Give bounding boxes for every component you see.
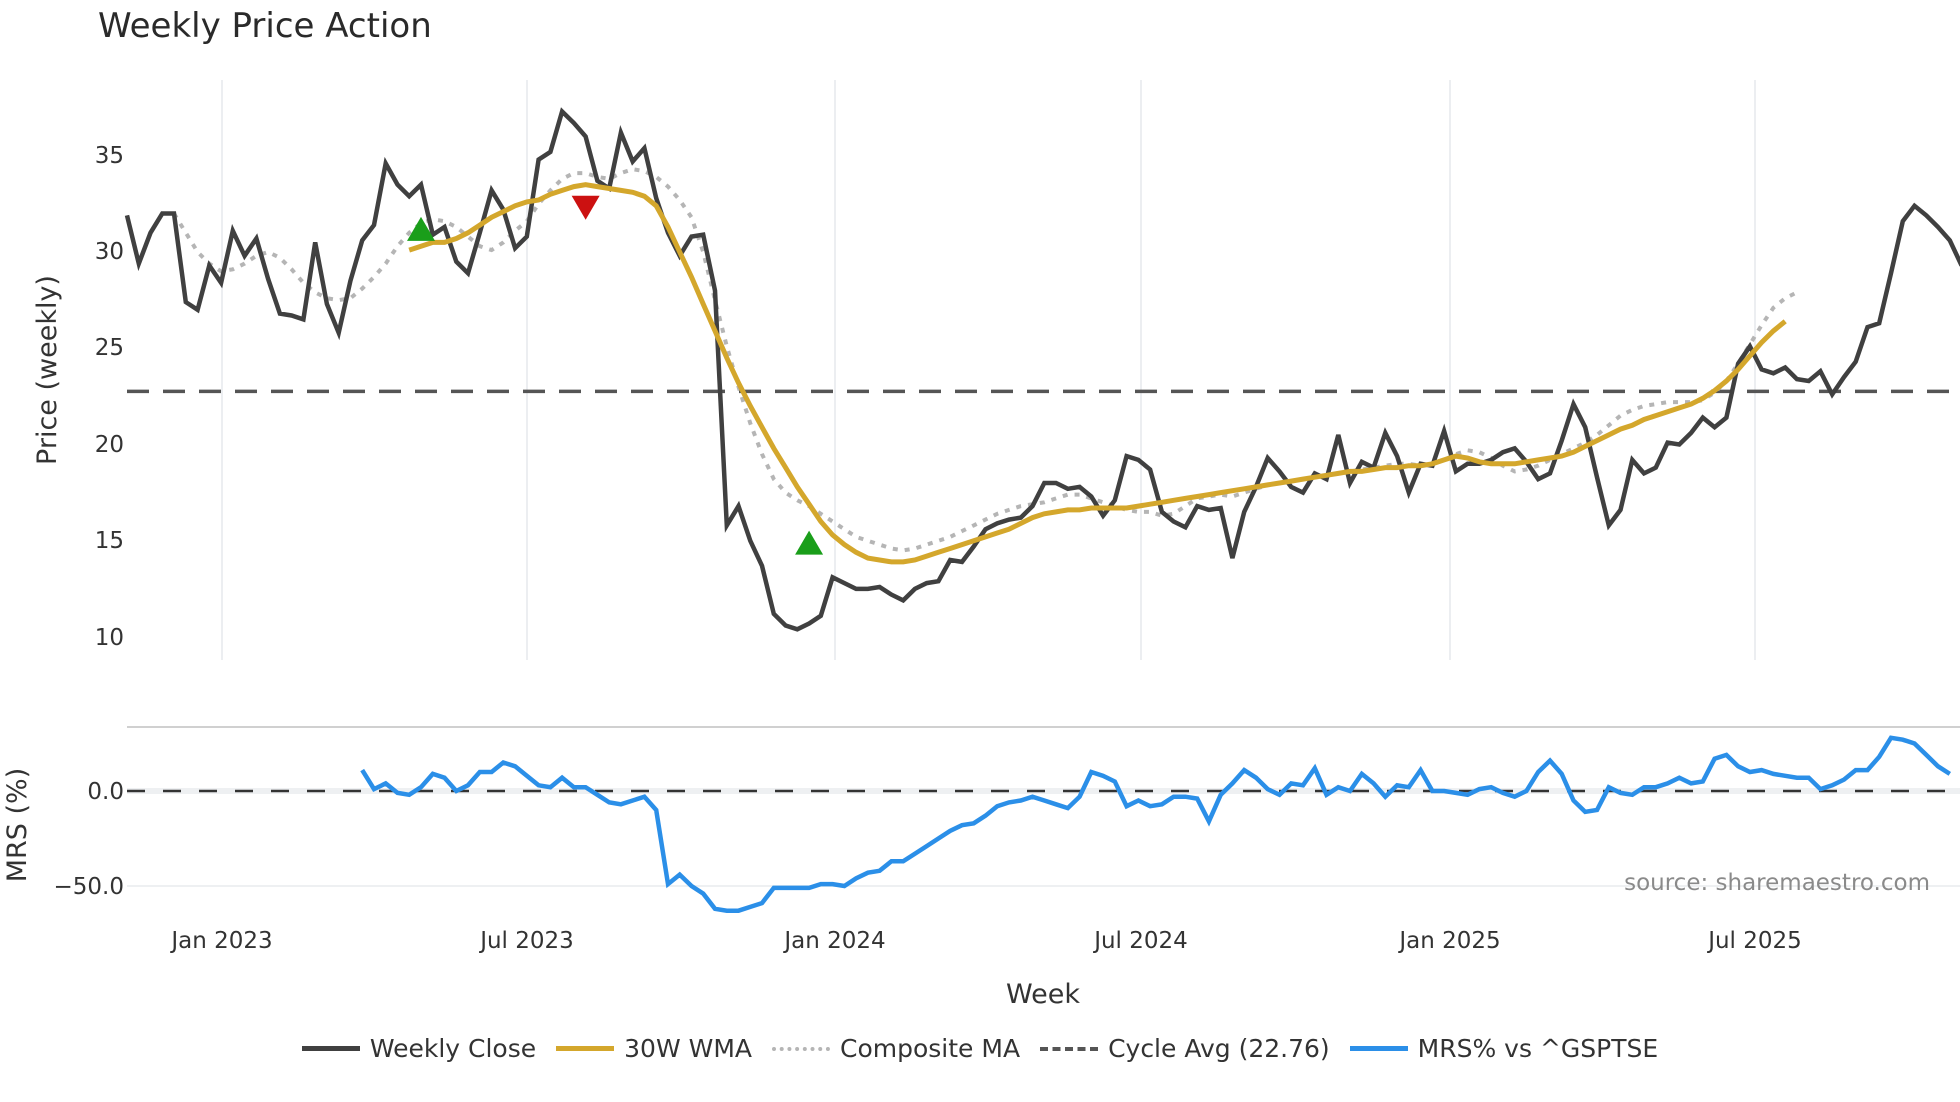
sell-signal-triangle-down-icon xyxy=(571,195,600,220)
legend-label: Cycle Avg (22.76) xyxy=(1108,1034,1330,1063)
vertical-gridlines xyxy=(221,80,1756,660)
price-tick: 15 xyxy=(95,528,124,554)
price-tick: 30 xyxy=(95,239,124,265)
legend-item-wma[interactable]: 30W WMA xyxy=(556,1034,752,1063)
price-tick: 35 xyxy=(95,143,124,169)
legend-label: 30W WMA xyxy=(624,1034,753,1063)
legend-item-cycle-avg[interactable]: Cycle Avg (22.76) xyxy=(1040,1034,1330,1063)
source-annotation: source: sharemaestro.com xyxy=(1624,870,1930,896)
legend-item-weekly-close[interactable]: Weekly Close xyxy=(301,1034,537,1063)
price-tick: 20 xyxy=(95,432,124,458)
legend-swatch-solid-icon xyxy=(301,1046,360,1051)
price-y-axis: 35 30 25 20 15 10 xyxy=(95,143,124,651)
x-tick: Jul 2025 xyxy=(1706,928,1802,954)
x-tick: Jul 2023 xyxy=(478,928,574,954)
composite-ma-line xyxy=(172,167,1798,553)
chart-title: Weekly Price Action xyxy=(98,6,432,46)
mrs-tick: −50.0 xyxy=(54,874,124,900)
signal-markers xyxy=(407,195,824,555)
legend-item-mrs[interactable]: MRS% vs ^GSPTSE xyxy=(1349,1034,1659,1063)
buy-signal-triangle-up-icon xyxy=(795,530,824,555)
mrs-line xyxy=(360,735,1952,913)
legend: Weekly Close 30W WMA Composite MA Cycle … xyxy=(0,1034,1960,1063)
mrs-y-axis-label: MRS (%) xyxy=(2,768,33,883)
wma-30w-line xyxy=(408,182,1787,565)
x-axis-ticks: Jan 2023 Jul 2023 Jan 2024 Jul 2024 Jan … xyxy=(169,928,1801,954)
weekly-close-line xyxy=(124,107,1960,632)
legend-label: MRS% vs ^GSPTSE xyxy=(1417,1034,1659,1063)
legend-label: Composite MA xyxy=(840,1034,1021,1063)
x-tick: Jan 2025 xyxy=(1397,928,1500,954)
x-tick: Jul 2024 xyxy=(1092,928,1188,954)
x-tick: Jan 2024 xyxy=(782,928,885,954)
legend-swatch-dotted-icon xyxy=(772,1046,831,1051)
x-axis-label: Week xyxy=(1006,979,1080,1010)
mrs-tick: 0.0 xyxy=(87,779,124,805)
price-y-axis-label: Price (weekly) xyxy=(32,275,63,465)
x-tick: Jan 2023 xyxy=(169,928,272,954)
legend-swatch-dashed-icon xyxy=(1040,1046,1099,1051)
legend-label: Weekly Close xyxy=(369,1034,537,1063)
buy-signal-triangle-up-icon xyxy=(407,216,435,241)
legend-swatch-solid-icon xyxy=(1349,1046,1408,1051)
legend-item-composite-ma[interactable]: Composite MA xyxy=(772,1034,1020,1063)
price-tick: 25 xyxy=(95,335,124,361)
price-tick: 10 xyxy=(95,625,124,651)
legend-swatch-solid-icon xyxy=(556,1046,615,1051)
